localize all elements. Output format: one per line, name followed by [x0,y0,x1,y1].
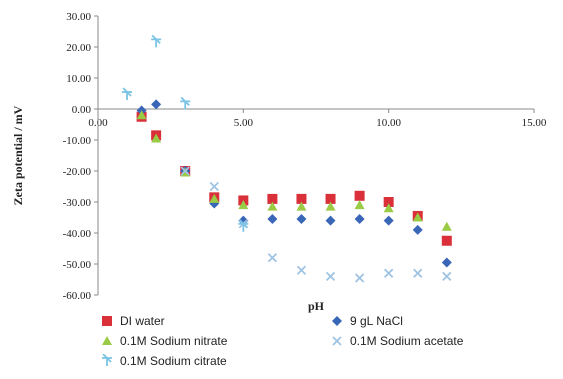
data-point [122,87,133,101]
x-axis-ticks: 0.00 5.00 10.00 15.00 [88,109,547,129]
data-point [441,235,452,246]
data-point [180,96,191,110]
y-tick-label: -10.00 [63,135,92,147]
series-diamond [136,99,452,268]
y-tick-label: -30.00 [63,197,92,209]
data-point [412,212,423,222]
y-axis-ticks: 30.00 20.00 10.00 0.00 -10.00 -20.00 -30.00 -40… [63,11,98,302]
data-point [180,166,190,176]
y-tick-label: -40.00 [63,228,92,240]
legend-item: 0.1M Sodium acetate [330,334,463,348]
series-triangle [136,110,452,231]
legend-item: DI water [100,314,165,328]
legend: DI water 9 gL NaCl 0.1M Sodium nitrate 0.1M… [100,314,550,376]
legend-marker-shape [332,316,342,326]
data-point [383,197,394,207]
legend-marker [102,336,112,345]
data-point [354,273,365,283]
data-point [151,99,162,110]
y-tick-label: 10.00 [66,73,91,85]
legend-label: 0.1M Sodium citrate [120,354,227,368]
legend-label: DI water [120,314,165,328]
data-point [296,201,307,211]
data-point [136,110,147,120]
legend-marker [102,316,112,326]
series-x [180,166,452,283]
data-points [122,34,452,283]
data-point [296,265,307,275]
data-point [325,193,336,204]
legend-label: 0.1M Sodium acetate [350,334,464,348]
data-point [296,193,307,204]
data-point [354,190,365,201]
data-point [267,201,278,211]
data-point [442,271,452,282]
legend-marker-shape [332,336,342,346]
x-tick-label: 10.00 [376,117,401,129]
data-point [151,133,162,143]
data-point [238,200,249,210]
series-star [122,34,249,232]
data-point [267,253,278,263]
data-point [383,203,394,213]
y-tick-label: -20.00 [63,166,92,178]
data-point [267,214,278,225]
legend-marker [332,316,342,326]
data-point [267,193,278,204]
data-point [383,215,394,226]
data-point [325,215,336,226]
y-axis-title: Zeta potential / mV [11,105,25,205]
series-square [136,111,452,246]
legend-marker [332,336,342,346]
data-point [325,201,336,211]
x-tick-label: 5.00 [234,117,254,129]
data-point [325,271,336,282]
data-point [441,257,452,268]
legend-item: 0.1M Sodium nitrate [100,334,227,348]
legend-label: 0.1M Sodium nitrate [120,334,228,348]
data-point [354,214,365,225]
data-point [209,181,219,192]
data-point [238,219,249,232]
legend-marker-shape [102,354,112,366]
legend-marker-shape [102,316,112,326]
data-point [296,214,307,225]
x-axis-title: pH [308,299,325,313]
legend-item: 9 gL NaCl [330,314,403,328]
legend-marker-shape [102,336,112,345]
data-point [209,193,220,203]
data-point [441,221,452,231]
data-point [354,200,365,210]
y-tick-label: 30.00 [66,11,91,23]
y-tick-label: -50.00 [63,259,92,271]
legend-marker [102,354,112,366]
legend-item: 0.1M Sodium citrate [100,354,227,368]
y-tick-label: 20.00 [66,42,91,54]
legend-label: 9 gL NaCl [350,314,403,328]
data-point [384,268,394,278]
y-tick-label: -60.00 [63,290,92,302]
data-point [412,224,423,235]
data-point [151,34,162,48]
x-tick-label: 15.00 [522,117,547,129]
data-point [413,268,423,278]
y-tick-label: 0.00 [72,104,92,116]
